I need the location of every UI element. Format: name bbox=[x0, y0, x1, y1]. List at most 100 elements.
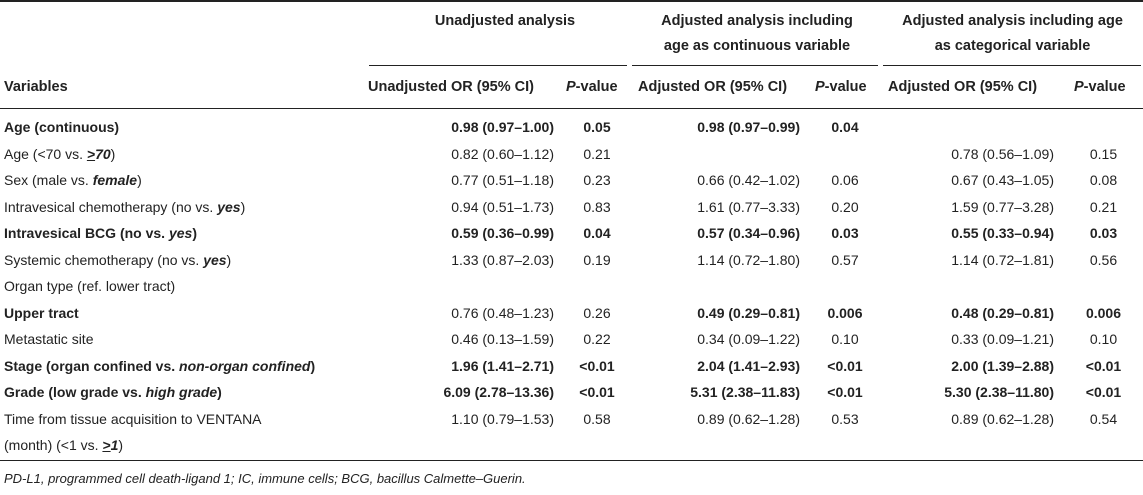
adjusted-categorical-or-cell: 0.89 (0.62–1.28) bbox=[951, 410, 1054, 427]
adjusted-continuous-or-cell: 5.31 (2.38–11.83) bbox=[690, 384, 800, 400]
group-rule-adjusted-categorical bbox=[883, 65, 1141, 66]
table-row: Intravesical chemotherapy (no vs. yes) 0.… bbox=[0, 194, 1143, 221]
adjusted-categorical-or-cell: 5.30 (2.38–11.80) bbox=[944, 384, 1054, 400]
adjusted-categorical-or-cell: 0.33 (0.09–1.21) bbox=[951, 331, 1054, 347]
variable-cell: Systemic chemotherapy (no vs. yes) bbox=[4, 251, 232, 268]
group-header-adjusted-categorical: Adjusted analysis including age as categ… bbox=[902, 13, 1123, 54]
adjusted-categorical-or-cell: 0.48 (0.29–0.81) bbox=[951, 304, 1054, 321]
unadjusted-p-cell: 0.21 bbox=[583, 145, 611, 162]
variable-cell: Time from tissue acquisition to VENTANA bbox=[4, 410, 262, 427]
adjusted-continuous-p-cell bbox=[810, 273, 880, 300]
adjusted-categorical-or-cell bbox=[880, 432, 1064, 459]
unadjusted-or-cell: 6.09 (2.78–13.36) bbox=[443, 384, 554, 400]
col-header-variables: Variables bbox=[4, 79, 68, 95]
variable-cell: (month) (<1 vs. >1) bbox=[4, 437, 124, 453]
adjusted-categorical-p-cell: 0.08 bbox=[1089, 172, 1118, 188]
variable-cell: Organ type (ref. lower tract) bbox=[4, 278, 176, 294]
adjusted-continuous-p-cell: 0.10 bbox=[831, 331, 859, 347]
table-row: Stage (organ confined vs. non-organ conf… bbox=[0, 353, 1143, 380]
adjusted-continuous-p-cell bbox=[810, 432, 880, 459]
adjusted-categorical-or-cell bbox=[880, 114, 1064, 141]
adjusted-categorical-p-cell: 0.03 bbox=[1089, 225, 1118, 241]
adjusted-continuous-p-cell: 0.06 bbox=[831, 172, 859, 188]
table-row: Time from tissue acquisition to VENTANA 1… bbox=[0, 406, 1143, 433]
adjusted-categorical-or-cell bbox=[880, 273, 1064, 300]
adjusted-continuous-p-cell: 0.04 bbox=[831, 119, 859, 135]
adjusted-continuous-or-cell: 0.34 (0.09–1.22) bbox=[697, 331, 800, 347]
adjusted-categorical-p-cell: 0.21 bbox=[1089, 198, 1118, 215]
unadjusted-p-cell: <0.01 bbox=[579, 384, 615, 400]
adjusted-categorical-or-cell: 1.59 (0.77–3.28) bbox=[951, 198, 1054, 215]
table-row: Organ type (ref. lower tract) bbox=[0, 273, 1143, 300]
adjusted-continuous-or-cell: 0.57 (0.34–0.96) bbox=[697, 225, 800, 241]
col-header-adjusted-or-2: Adjusted OR (95% CI) bbox=[888, 79, 1038, 95]
adjusted-categorical-p-cell: 0.54 bbox=[1089, 410, 1118, 427]
adjusted-continuous-or-cell: 2.04 (1.41–2.93) bbox=[697, 357, 800, 374]
adjusted-continuous-p-cell: 0.006 bbox=[827, 304, 863, 321]
variable-cell: Upper tract bbox=[4, 304, 79, 321]
unadjusted-or-cell: 0.46 (0.13–1.59) bbox=[451, 331, 554, 347]
variable-cell: Intravesical chemotherapy (no vs. yes) bbox=[4, 198, 246, 215]
unadjusted-or-cell: 0.76 (0.48–1.23) bbox=[451, 304, 554, 321]
adjusted-continuous-or-cell bbox=[630, 432, 810, 459]
col-header-adjusted-or-1: Adjusted OR (95% CI) bbox=[638, 79, 788, 95]
variable-cell: Sex (male vs. female) bbox=[4, 172, 142, 188]
unadjusted-or-cell: 0.98 (0.97–1.00) bbox=[451, 119, 554, 135]
adjusted-continuous-p-cell: 0.53 bbox=[831, 410, 859, 427]
adjusted-categorical-p-cell: <0.01 bbox=[1085, 384, 1122, 400]
table-row: Intravesical BCG (no vs. yes) 0.59 (0.36–… bbox=[0, 220, 1143, 247]
unadjusted-or-cell: 0.77 (0.51–1.18) bbox=[451, 172, 554, 188]
unadjusted-or-cell: 0.59 (0.36–0.99) bbox=[451, 225, 554, 241]
variable-cell: Age (continuous) bbox=[4, 119, 120, 135]
adjusted-continuous-or-cell: 0.89 (0.62–1.28) bbox=[697, 410, 800, 427]
adjusted-continuous-or-cell bbox=[630, 273, 810, 300]
unadjusted-p-cell: 0.83 bbox=[583, 198, 611, 215]
adjusted-continuous-p-cell: <0.01 bbox=[827, 357, 863, 374]
table-row: Sex (male vs. female) 0.77 (0.51–1.18) 0.2… bbox=[0, 167, 1143, 194]
unadjusted-or-cell: 0.82 (0.60–1.12) bbox=[451, 145, 554, 162]
table-row: Upper tract 0.76 (0.48–1.23) 0.26 0.49 (0.2… bbox=[0, 300, 1143, 327]
table-row: (month) (<1 vs. >1) bbox=[0, 432, 1143, 459]
adjusted-categorical-p-cell: 0.56 bbox=[1089, 251, 1118, 268]
unadjusted-or-cell: 0.94 (0.51–1.73) bbox=[451, 198, 554, 215]
adjusted-continuous-p-cell: <0.01 bbox=[827, 384, 863, 400]
adjusted-continuous-or-cell: 0.66 (0.42–1.02) bbox=[697, 172, 800, 188]
header-rule bbox=[0, 108, 1143, 109]
variable-cell: Grade (low grade vs. high grade) bbox=[4, 384, 222, 400]
col-header-p-value-1: P-value bbox=[566, 79, 618, 95]
adjusted-continuous-or-cell: 0.49 (0.29–0.81) bbox=[697, 304, 800, 321]
adjusted-continuous-or-cell: 1.14 (0.72–1.80) bbox=[697, 251, 800, 268]
adjusted-continuous-p-cell: 0.03 bbox=[831, 225, 859, 241]
unadjusted-p-cell: 0.58 bbox=[583, 410, 611, 427]
adjusted-categorical-p-cell: <0.01 bbox=[1085, 357, 1122, 374]
unadjusted-or-cell bbox=[356, 432, 564, 459]
adjusted-continuous-or-cell bbox=[630, 141, 810, 168]
col-header-p-value-2: P-value bbox=[815, 79, 867, 95]
adjusted-categorical-p-cell: 0.10 bbox=[1089, 331, 1118, 347]
unadjusted-or-cell: 1.96 (1.41–2.71) bbox=[451, 357, 554, 374]
unadjusted-p-cell: 0.23 bbox=[583, 172, 611, 188]
unadjusted-p-cell: 0.05 bbox=[583, 119, 611, 135]
unadjusted-or-cell: 1.10 (0.79–1.53) bbox=[451, 410, 554, 427]
variable-cell: Intravesical BCG (no vs. yes) bbox=[4, 225, 197, 241]
adjusted-categorical-p-cell bbox=[1064, 114, 1143, 141]
adjusted-continuous-p-cell: 0.20 bbox=[831, 198, 859, 215]
group-header-adjusted-continuous: Adjusted analysis including age as conti… bbox=[661, 13, 853, 54]
adjusted-continuous-or-cell: 0.98 (0.97–0.99) bbox=[697, 119, 800, 135]
table-row: Grade (low grade vs. high grade) 6.09 (2.… bbox=[0, 379, 1143, 406]
adjusted-continuous-or-cell: 1.61 (0.77–3.33) bbox=[697, 198, 800, 215]
group-rule-adjusted-continuous bbox=[632, 65, 878, 66]
group-rule-unadjusted bbox=[369, 65, 627, 66]
adjusted-categorical-p-cell: 0.006 bbox=[1085, 304, 1122, 321]
unadjusted-or-cell: 1.33 (0.87–2.03) bbox=[451, 251, 554, 268]
footnote: PD-L1, programmed cell death-ligand 1; I… bbox=[4, 471, 526, 486]
adjusted-categorical-p-cell bbox=[1064, 432, 1143, 459]
unadjusted-p-cell bbox=[564, 432, 630, 459]
table-row: Metastatic site 0.46 (0.13–1.59) 0.22 0.34 … bbox=[0, 326, 1143, 353]
adjusted-categorical-or-cell: 1.14 (0.72–1.81) bbox=[951, 251, 1054, 268]
table-row: Age (<70 vs. >70) 0.82 (0.60–1.12) 0.21 0.7… bbox=[0, 141, 1143, 168]
unadjusted-or-cell bbox=[356, 273, 564, 300]
adjusted-categorical-p-cell: 0.15 bbox=[1089, 145, 1118, 162]
table-row: Systemic chemotherapy (no vs. yes) 1.33 (… bbox=[0, 247, 1143, 274]
